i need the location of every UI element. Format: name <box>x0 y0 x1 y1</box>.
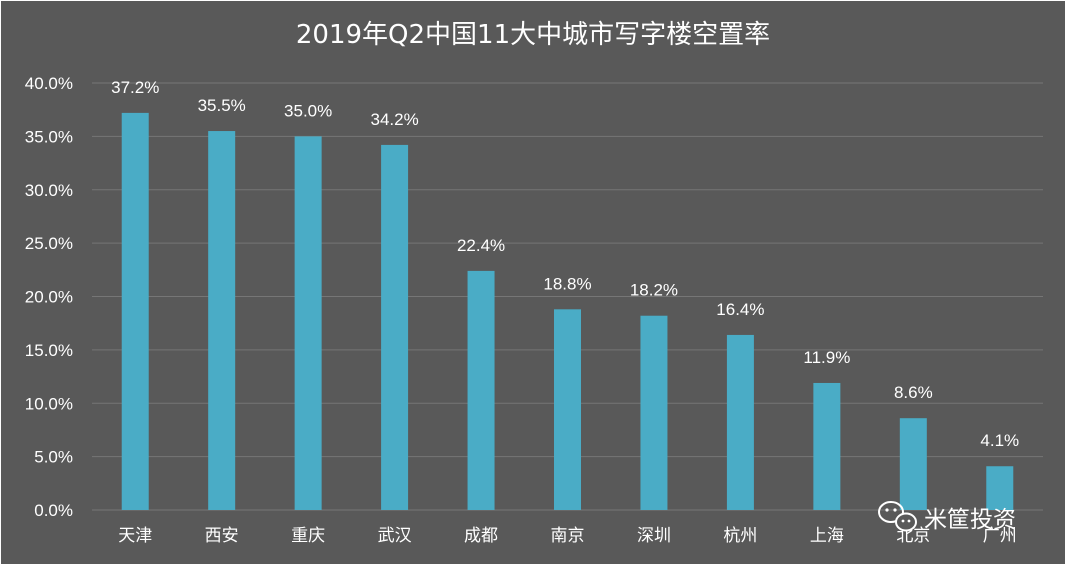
bar-7 <box>726 334 754 510</box>
bar-0 <box>121 112 149 510</box>
bar-10 <box>986 466 1014 510</box>
y-tick-label: 30.0% <box>25 181 73 200</box>
y-tick-label: 10.0% <box>25 394 73 413</box>
bar-3 <box>381 144 409 511</box>
data-label: 22.4% <box>457 236 505 255</box>
chart-title: 2019年Q2中国11大中城市写字楼空置率 <box>296 20 770 50</box>
y-axis-tick-labels: 0.0% 5.0% 10.0% 15.0% 20.0% 25.0% 30.0% 35.0% 40… <box>25 74 73 520</box>
bar-6 <box>640 315 668 510</box>
x-axis-category-labels: 天津 西安 重庆 武汉 成都 南京 深圳 杭州 上海 北京 广州 <box>118 526 1017 546</box>
watermark-text: 米筐投资 <box>924 507 1016 533</box>
y-tick-label: 35.0% <box>25 127 73 146</box>
bar-9 <box>899 418 927 510</box>
category-label: 上海 <box>810 526 844 546</box>
category-label: 重庆 <box>291 526 325 546</box>
bar-8 <box>813 382 841 510</box>
y-tick-label: 25.0% <box>25 234 73 253</box>
wechat-icon <box>878 501 917 532</box>
data-label: 16.4% <box>716 300 764 319</box>
data-label: 11.9% <box>803 348 850 367</box>
bar-4 <box>467 270 495 510</box>
y-tick-label: 40.0% <box>25 74 73 93</box>
data-label: 4.1% <box>980 431 1019 450</box>
y-tick-label: 5.0% <box>34 448 73 467</box>
category-label: 深圳 <box>637 526 671 546</box>
data-labels: 37.2% 35.5% 35.0% 34.2% 22.4% 18.8% 18.2% 16.4%… <box>111 78 1019 450</box>
data-label: 18.2% <box>630 281 678 300</box>
bar-5 <box>554 309 581 510</box>
data-label: 35.0% <box>284 101 332 120</box>
bars <box>121 112 1014 511</box>
watermark: 米筐投资 <box>878 501 1016 533</box>
category-label: 武汉 <box>378 526 412 546</box>
y-tick-label: 20.0% <box>25 288 73 307</box>
data-label: 18.8% <box>543 274 591 293</box>
category-label: 成都 <box>464 526 498 546</box>
category-label: 广州 <box>983 526 1017 546</box>
category-label: 南京 <box>551 526 585 546</box>
bar-1 <box>208 131 236 510</box>
data-label: 34.2% <box>370 110 418 129</box>
data-label: 35.5% <box>198 96 246 115</box>
category-label: 西安 <box>205 526 239 546</box>
category-label: 杭州 <box>723 526 757 546</box>
data-label: 8.6% <box>894 383 933 402</box>
y-tick-label: 0.0% <box>34 501 73 520</box>
data-label: 37.2% <box>111 78 159 97</box>
gridlines <box>92 82 1043 511</box>
y-tick-label: 15.0% <box>25 341 73 360</box>
category-label: 天津 <box>118 526 152 546</box>
bar-2 <box>294 136 322 510</box>
